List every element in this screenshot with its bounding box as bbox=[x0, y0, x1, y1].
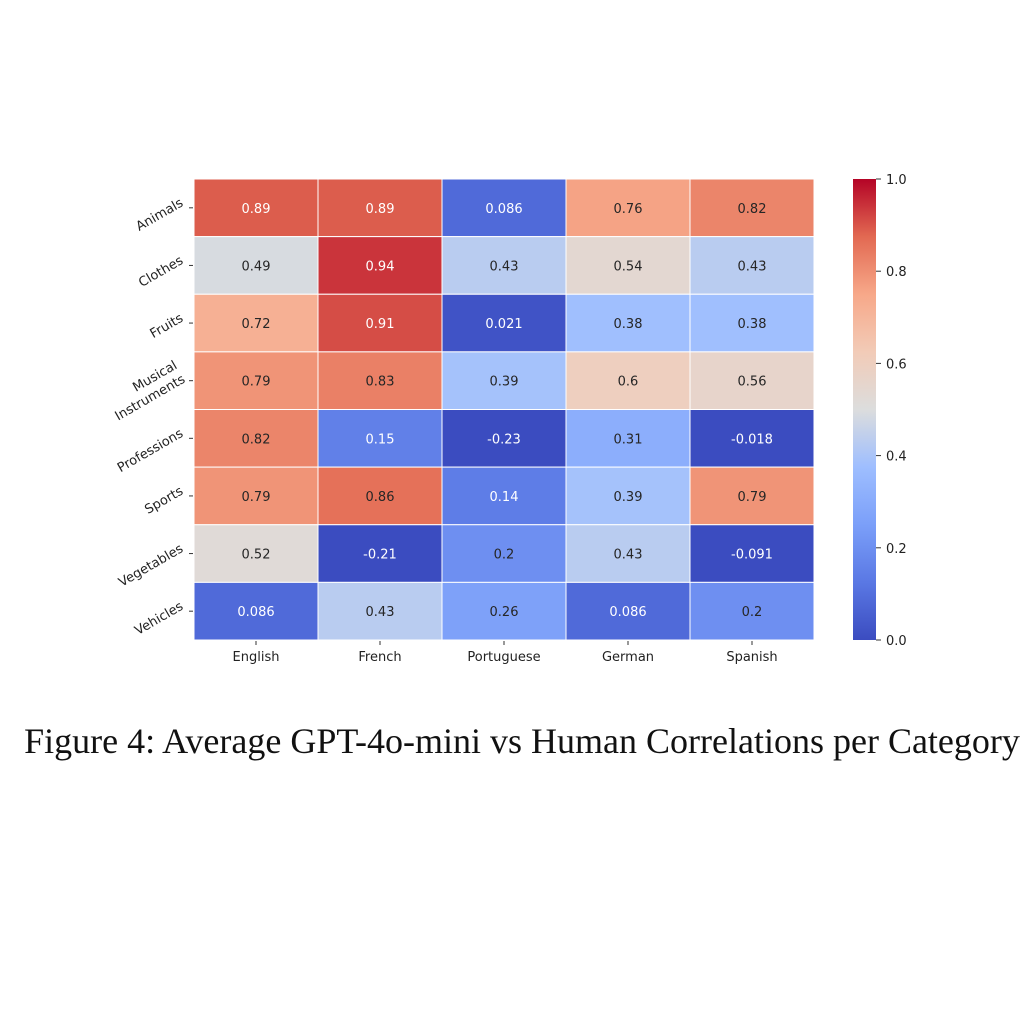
heatmap-cell bbox=[689, 409, 815, 468]
heatmap-cell bbox=[441, 351, 567, 410]
x-tick-label: German bbox=[602, 650, 654, 665]
y-tick-label: Sports bbox=[142, 484, 186, 518]
cell-value-label: 0.26 bbox=[490, 605, 519, 620]
cell-value-label: 0.72 bbox=[242, 317, 271, 332]
heatmap-cell bbox=[193, 524, 319, 583]
heatmap-cell bbox=[689, 581, 815, 641]
cell-value-label: 0.2 bbox=[742, 605, 763, 620]
cell-value-label: 0.83 bbox=[366, 375, 395, 390]
x-tick-label: French bbox=[358, 650, 401, 665]
heatmap-cell bbox=[441, 178, 567, 238]
heatmap-cell bbox=[565, 351, 691, 410]
cell-value-label: 0.94 bbox=[366, 259, 395, 274]
cell-value-label: 0.79 bbox=[738, 490, 767, 505]
cell-value-label: 0.15 bbox=[366, 432, 395, 447]
cell-value-label: 0.38 bbox=[738, 317, 767, 332]
heatmap-cell bbox=[565, 293, 691, 353]
heatmap-cell bbox=[317, 466, 443, 526]
cell-value-label: 0.54 bbox=[614, 259, 643, 274]
cell-value-label: -0.018 bbox=[731, 432, 773, 447]
heatmap-cell bbox=[689, 351, 815, 410]
heatmap-cell bbox=[317, 581, 443, 641]
heatmap-cell bbox=[565, 581, 691, 641]
y-axis: AnimalsClothesFruitsMusicalInstrumentsPr… bbox=[113, 196, 193, 639]
heatmap-cell bbox=[689, 524, 815, 583]
cell-value-label: 0.49 bbox=[242, 259, 271, 274]
heatmap-cell bbox=[441, 581, 567, 641]
heatmap-cell bbox=[689, 178, 815, 238]
cell-value-label: 0.56 bbox=[738, 375, 767, 390]
colorbar-tick-label: 0.8 bbox=[886, 265, 907, 280]
heatmap-cell bbox=[689, 466, 815, 526]
cell-value-label: 0.38 bbox=[614, 317, 643, 332]
cell-value-label: 0.39 bbox=[614, 490, 643, 505]
colorbar-tick-label: 0.0 bbox=[886, 634, 907, 649]
x-tick-label: Portuguese bbox=[467, 650, 540, 665]
heatmap-cell bbox=[689, 293, 815, 353]
cell-value-label: 0.89 bbox=[366, 202, 395, 217]
heatmap-cell bbox=[317, 351, 443, 410]
figure-caption: Figure 4: Average GPT-4o-mini vs Human C… bbox=[24, 721, 1020, 761]
cell-value-label: -0.21 bbox=[363, 548, 397, 563]
heatmap-cell bbox=[441, 466, 567, 526]
heatmap-cells: 0.89 0.89 0.086 0.76 0.82 0.49 0.94 0.43 0.54 0.4… bbox=[193, 178, 815, 641]
heatmap-cell bbox=[193, 351, 319, 410]
cell-value-label: 0.89 bbox=[242, 202, 271, 217]
heatmap-cell bbox=[193, 409, 319, 468]
heatmap-cell bbox=[441, 236, 567, 295]
y-tick-label: Vehicles bbox=[132, 599, 186, 639]
cell-value-label: 0.82 bbox=[242, 432, 271, 447]
cell-value-label: 0.79 bbox=[242, 375, 271, 390]
colorbar-tick-label: 0.4 bbox=[886, 450, 907, 465]
heatmap-cell bbox=[565, 178, 691, 238]
colorbar-tick-label: 1.0 bbox=[886, 173, 907, 188]
cell-value-label: 0.2 bbox=[494, 548, 515, 563]
cell-value-label: 0.82 bbox=[738, 202, 767, 217]
cell-value-label: 0.6 bbox=[618, 375, 639, 390]
cell-value-label: 0.79 bbox=[242, 490, 271, 505]
cell-value-label: 0.43 bbox=[738, 259, 767, 274]
cell-value-label: 0.14 bbox=[490, 490, 519, 505]
y-tick-label: Clothes bbox=[136, 253, 186, 290]
cell-value-label: -0.091 bbox=[731, 548, 773, 563]
colorbar-tick-label: 0.2 bbox=[886, 542, 907, 557]
colorbar-gradient bbox=[853, 179, 876, 640]
colorbar: 0.0 0.2 0.4 0.6 0.8 1.0 bbox=[853, 173, 907, 649]
colorbar-tick-label: 0.6 bbox=[886, 357, 907, 372]
x-axis: English French Portuguese German Spanish bbox=[233, 641, 778, 665]
cell-value-label: 0.39 bbox=[490, 375, 519, 390]
heatmap-cell bbox=[193, 178, 319, 238]
cell-value-label: 0.086 bbox=[485, 202, 522, 217]
cell-value-label: 0.43 bbox=[490, 259, 519, 274]
heatmap-cell bbox=[193, 236, 319, 295]
cell-value-label: 0.43 bbox=[614, 548, 643, 563]
y-tick-label: Fruits bbox=[148, 311, 187, 342]
heatmap-cell bbox=[441, 409, 567, 468]
cell-value-label: -0.23 bbox=[487, 432, 521, 447]
cell-value-label: 0.086 bbox=[609, 605, 646, 620]
cell-value-label: 0.021 bbox=[485, 317, 522, 332]
heatmap-cell bbox=[565, 466, 691, 526]
cell-value-label: 0.086 bbox=[237, 605, 274, 620]
y-tick-label: Professions bbox=[115, 426, 186, 476]
heatmap-cell bbox=[317, 293, 443, 353]
cell-value-label: 0.86 bbox=[366, 490, 395, 505]
x-tick-label: English bbox=[233, 650, 280, 665]
cell-value-label: 0.43 bbox=[366, 605, 395, 620]
heatmap-cell bbox=[441, 293, 567, 353]
cell-value-label: 0.91 bbox=[366, 317, 395, 332]
heatmap-cell bbox=[317, 409, 443, 468]
cell-value-label: 0.76 bbox=[614, 202, 643, 217]
heatmap-cell bbox=[689, 236, 815, 295]
heatmap-cell bbox=[193, 581, 319, 641]
y-tick-label: Vegetables bbox=[116, 541, 186, 590]
y-tick-label: Animals bbox=[134, 196, 187, 235]
cell-value-label: 0.52 bbox=[242, 548, 271, 563]
cell-value-label: 0.31 bbox=[614, 432, 643, 447]
x-tick-label: Spanish bbox=[726, 650, 777, 665]
heatmap-cell bbox=[317, 178, 443, 238]
